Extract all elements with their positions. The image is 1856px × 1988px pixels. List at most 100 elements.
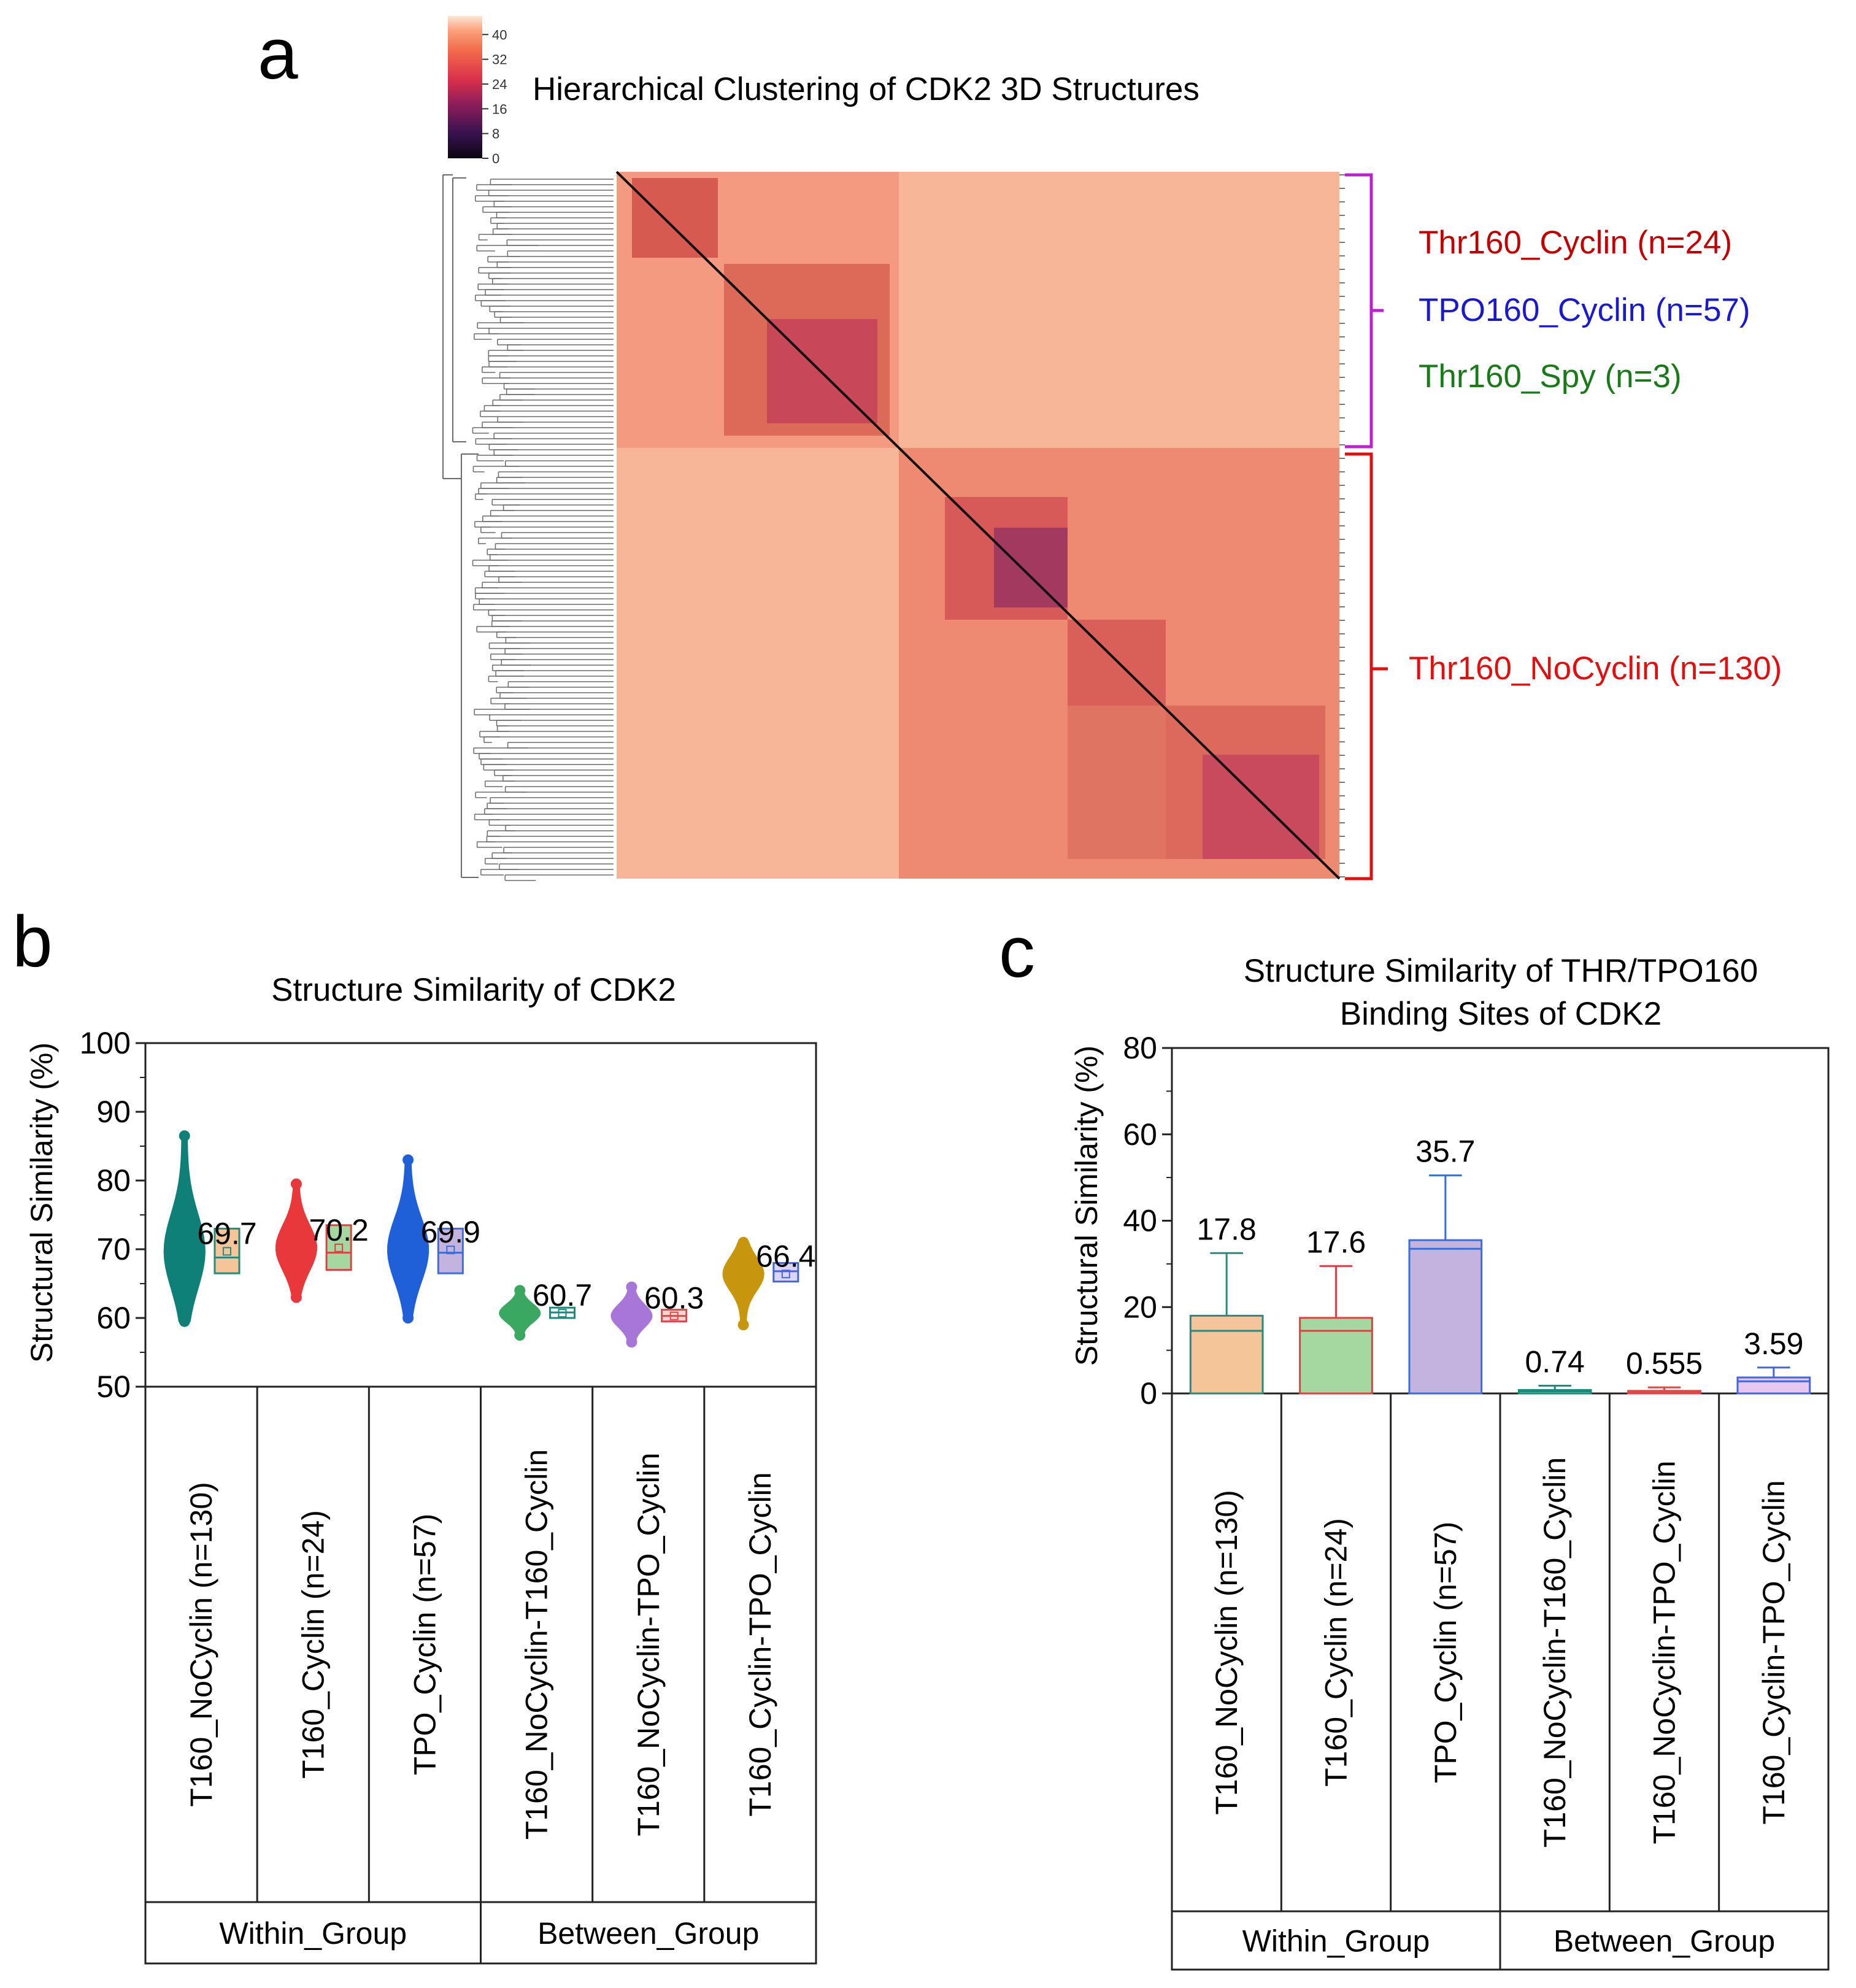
chart-b-title: Structure Similarity of CDK2 xyxy=(271,972,676,1008)
dendrogram-leaf xyxy=(482,366,614,373)
dendrogram-leaf xyxy=(483,736,614,743)
dendrogram-leaf xyxy=(505,460,614,467)
panel-letter-c: c xyxy=(999,912,1035,993)
dendrogram-leaf xyxy=(472,560,614,566)
heatmap xyxy=(615,171,1345,880)
dendrogram-leaf xyxy=(476,626,614,633)
dendrogram-leaf xyxy=(478,537,614,544)
dendrogram-leaf xyxy=(480,482,614,489)
mean-marker xyxy=(334,1243,344,1252)
mean-label: 17.6 xyxy=(1306,1225,1366,1259)
dendrogram-leaf xyxy=(503,383,614,390)
category-label: T160_NoCyclin-T160_Cyclin xyxy=(1538,1457,1572,1847)
dendrogram-leaf xyxy=(478,488,614,495)
group-label-thr160-spy: Thr160_Spy (n=3) xyxy=(1419,358,1682,395)
dendrogram-leaf xyxy=(484,808,614,815)
dendrogram-leaf xyxy=(501,532,614,539)
box xyxy=(772,1262,799,1283)
outlier-point xyxy=(290,1178,302,1190)
dendrogram-lower-trunk xyxy=(461,453,479,878)
mean-label: 17.8 xyxy=(1197,1212,1257,1246)
dendrogram-leaf xyxy=(497,416,614,423)
dendrogram-leaf xyxy=(507,250,614,257)
dendrogram-leaf xyxy=(495,670,614,677)
dendrogram-leaf xyxy=(478,234,614,241)
box xyxy=(1408,1239,1483,1395)
outlier-point xyxy=(514,1330,526,1341)
heatmap-diagonal xyxy=(615,171,1341,880)
dendrogram-leaf xyxy=(488,565,614,572)
group-label: Within_Group xyxy=(219,1916,407,1951)
dendrogram-leaf xyxy=(491,620,614,627)
dendrogram-leaf xyxy=(479,753,614,760)
dendrogram-leaf xyxy=(472,466,614,472)
heatmap-sub-cyclin xyxy=(632,178,718,258)
dendrogram-leaf xyxy=(482,206,614,213)
dendrogram-leaf xyxy=(483,764,614,771)
heatmap-sub-nocyclin-4 xyxy=(1203,755,1319,859)
dendrogram-leaf xyxy=(492,278,614,285)
dendrogram-leaf xyxy=(496,687,614,693)
category-label: T160_NoCyclin-TPO_Cyclin xyxy=(631,1452,666,1836)
dendrogram-leaf xyxy=(504,874,614,881)
dendrogram-leaf xyxy=(482,422,614,428)
dendrogram-leaf xyxy=(489,306,614,312)
dendrogram-leaf xyxy=(493,433,614,439)
dendrogram-leaf xyxy=(488,609,614,616)
dendrogram-leaf xyxy=(475,792,614,798)
dendrogram-leaf xyxy=(490,179,614,185)
dendrogram-leaf xyxy=(503,775,614,782)
group-label: Between_Group xyxy=(1554,1924,1775,1959)
box xyxy=(214,1227,241,1274)
panel-b: b Structure Similarity of CDK2 Structura… xyxy=(12,901,817,1965)
chart-c-title-line2: Binding Sites of CDK2 xyxy=(1340,996,1662,1032)
category-label: T160_Cyclin-TPO_Cyclin xyxy=(1757,1480,1791,1824)
dendrogram-leaf xyxy=(506,239,614,246)
category-label: T160_Cyclin-TPO_Cyclin xyxy=(743,1472,777,1816)
dendrogram-leaf xyxy=(492,399,614,406)
dendrogram-leaf xyxy=(488,328,614,334)
colorbar-tick-label: 16 xyxy=(492,101,507,117)
dendrogram-leaf xyxy=(489,554,614,561)
dendrogram-leaf xyxy=(474,195,614,202)
plot-area-frame xyxy=(1171,1047,1830,1395)
dendrogram-leaf xyxy=(473,604,614,611)
heatmap-title: Hierarchical Clustering of CDK2 3D Struc… xyxy=(533,71,1199,107)
chart-c: 0 20 40 60 80 T160_NoCyclin (n=130) T160_Cycli… xyxy=(1123,1031,1830,1971)
dendrogram-leaf xyxy=(487,803,614,809)
colorbar-ticks: 0 8 16 24 32 40 xyxy=(482,27,507,166)
dendrogram-leaf xyxy=(506,388,614,395)
dendrogram-leaf xyxy=(476,455,614,461)
dendrogram-leaf xyxy=(490,510,614,517)
mean-label: 60.3 xyxy=(644,1281,704,1316)
box xyxy=(437,1227,464,1274)
mean-marker xyxy=(446,1246,455,1255)
dendrogram-upper-trunk xyxy=(452,177,466,442)
dendrogram-leaf xyxy=(482,377,614,384)
dendrogram-leaf xyxy=(499,317,614,323)
dendrogram-leaf xyxy=(479,598,614,605)
y-tick-label: 60 xyxy=(96,1301,131,1335)
dendrogram-leaf xyxy=(482,582,614,588)
category-label: T160_NoCyclin (n=130) xyxy=(1209,1490,1244,1814)
cluster-brackets xyxy=(1345,173,1388,880)
outlier-point xyxy=(737,1236,749,1248)
outlier-point xyxy=(179,1130,190,1142)
mean-marker xyxy=(222,1247,231,1256)
dendrogram-leaf xyxy=(503,847,614,853)
dendrogram-leaf xyxy=(478,267,614,274)
panel-letter-b: b xyxy=(12,901,53,982)
dendrogram-leaf xyxy=(483,405,614,412)
dendrogram-leaf xyxy=(489,714,614,721)
mean-label: 3.59 xyxy=(1744,1327,1803,1361)
y-tick-label: 80 xyxy=(1123,1031,1157,1065)
dendrogram-leaf xyxy=(507,344,614,351)
colorbar-tick-label: 32 xyxy=(492,52,507,67)
bracket-lower-cluster xyxy=(1345,452,1388,880)
dendrogram-leaf xyxy=(474,587,614,594)
dendrogram-leaf xyxy=(487,549,614,555)
dendrogram-leaf xyxy=(494,311,614,318)
dendrogram-leaf xyxy=(496,212,614,218)
outlier-point xyxy=(290,1292,302,1303)
outlier-point xyxy=(402,1154,414,1166)
